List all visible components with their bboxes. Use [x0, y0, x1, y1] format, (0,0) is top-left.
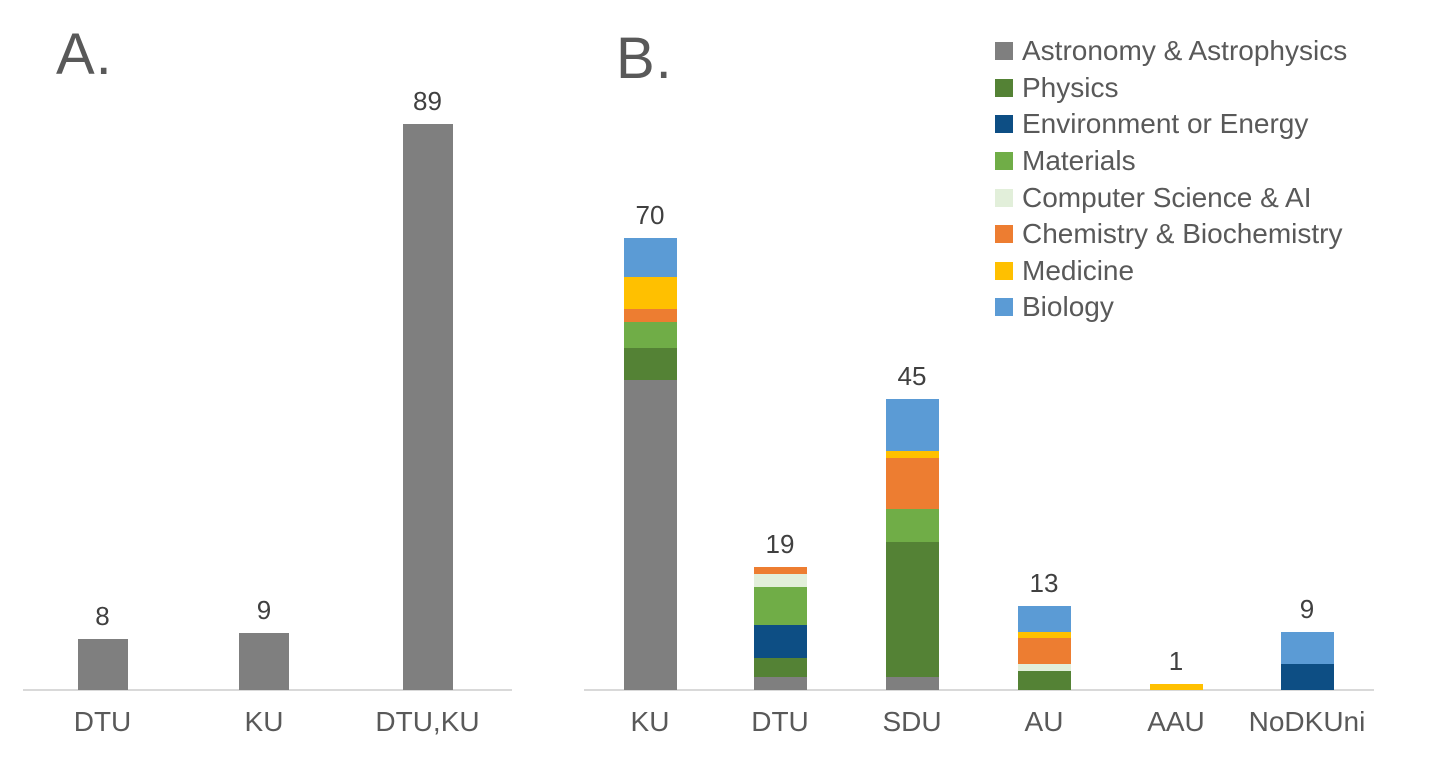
segment-dtu-chemistry-biochemistry — [753, 567, 807, 574]
legend-item-astronomy-astrophysics: Astronomy & Astrophysics — [995, 33, 1347, 70]
legend-item-label: Astronomy & Astrophysics — [1022, 35, 1348, 67]
bar-value-label: 1 — [1168, 645, 1184, 676]
segment-ku-astronomy-astrophysics — [623, 380, 677, 690]
legend-swatch-biology — [995, 298, 1013, 317]
legend-swatch-computer-science-ai — [995, 188, 1013, 207]
bar-dtu — [77, 639, 128, 690]
segment-aau-medicine — [1149, 683, 1203, 690]
segment-dtu-astronomy-astrophysics — [753, 677, 807, 690]
panel-b-x-axis — [584, 689, 1374, 691]
bar-value-label: 9 — [1299, 593, 1315, 624]
segment-sdu-astronomy-astrophysics — [885, 677, 939, 690]
legend-swatch-physics — [995, 78, 1013, 97]
stacked-bar-aau — [1149, 683, 1203, 690]
bar-value-label: 8 — [95, 601, 110, 632]
segment-au-computer-science-ai — [1017, 664, 1071, 671]
segment-ku-physics — [623, 347, 677, 381]
legend-item-medicine: Medicine — [995, 253, 1347, 290]
x-tick-label-ku: KU — [244, 706, 284, 737]
stacked-bar-nodkuni — [1280, 631, 1334, 690]
x-tick-label-nodkuni: NoDKUni — [1248, 706, 1366, 737]
legend-item-label: Computer Science & AI — [1022, 181, 1312, 213]
legend-item-computer-science-ai: Computer Science & AI — [995, 179, 1347, 216]
bar-value-label: 19 — [765, 529, 795, 560]
segment-au-physics — [1017, 670, 1071, 690]
legend-swatch-medicine — [995, 261, 1013, 280]
bar-value-label: 9 — [256, 594, 272, 625]
segment-dtu-computer-science-ai — [753, 573, 807, 587]
legend-item-physics: Physics — [995, 70, 1347, 107]
x-tick-label-dtu: DTU — [73, 706, 132, 737]
segment-sdu-materials — [885, 509, 939, 542]
bar-ku — [239, 632, 289, 690]
panel-b-title: B. — [616, 26, 673, 91]
bar-value-label: 70 — [635, 200, 665, 230]
stacked-bar-ku — [623, 238, 677, 690]
legend-item-label: Physics — [1022, 71, 1119, 103]
legend-item-label: Chemistry & Biochemistry — [1022, 218, 1343, 250]
segment-sdu-physics — [885, 541, 939, 678]
x-tick-label-dtu: DTU — [751, 706, 809, 737]
bar-value-label: 89 — [413, 86, 442, 116]
segment-ku-chemistry-biochemistry — [623, 309, 677, 322]
legend-swatch-astronomy-astrophysics — [995, 42, 1013, 61]
segment-au-medicine — [1017, 631, 1071, 639]
segment-nodkuni-biology — [1280, 631, 1334, 665]
segment-au-biology — [1017, 606, 1071, 632]
legend-swatch-environment-or-energy — [995, 115, 1013, 134]
stacked-bar-au — [1017, 606, 1071, 690]
bar-dtu-ku — [402, 124, 453, 690]
legend-item-chemistry-biochemistry: Chemistry & Biochemistry — [995, 216, 1347, 253]
legend-swatch-materials — [995, 152, 1013, 171]
x-tick-label-au: AU — [1024, 706, 1064, 737]
legend-item-label: Environment or Energy — [1022, 108, 1309, 140]
x-tick-label-ku: KU — [630, 706, 670, 737]
segment-ku-materials — [623, 321, 677, 348]
segment-dtu-materials — [753, 586, 807, 626]
panel-a-title: A. — [56, 22, 113, 87]
legend-item-materials: Materials — [995, 143, 1347, 180]
x-tick-label-aau: AAU — [1147, 706, 1205, 737]
segment-dtu-environment-or-energy — [753, 625, 807, 658]
legend: Astronomy & Astrophysics Physics Environme… — [995, 33, 1347, 326]
segment-dtu-physics — [753, 657, 807, 678]
panel-a-x-axis — [23, 689, 512, 691]
legend-item-label: Materials — [1022, 145, 1136, 177]
legend-item-label: Biology — [1022, 291, 1114, 323]
stacked-bar-sdu — [885, 399, 939, 690]
segment-au-chemistry-biochemistry — [1017, 638, 1071, 665]
legend-swatch-chemistry-biochemistry — [995, 225, 1013, 244]
legend-item-environment-or-energy: Environment or Energy — [995, 106, 1347, 143]
segment-sdu-medicine — [885, 451, 939, 458]
segment-ku-medicine — [623, 276, 677, 310]
stacked-bar-dtu — [753, 567, 807, 690]
segment-sdu-chemistry-biochemistry — [885, 457, 939, 510]
bar-value-label: 13 — [1029, 568, 1059, 599]
segment-ku-biology — [623, 238, 677, 277]
legend-item-biology: Biology — [995, 289, 1347, 326]
x-tick-label-dtu-ku: DTU,KU — [375, 706, 480, 737]
bar-value-label: 45 — [897, 361, 927, 392]
x-tick-label-sdu: SDU — [882, 706, 942, 737]
segment-sdu-biology — [885, 399, 939, 452]
segment-nodkuni-environment-or-energy — [1280, 664, 1334, 690]
legend-item-label: Medicine — [1022, 254, 1135, 286]
